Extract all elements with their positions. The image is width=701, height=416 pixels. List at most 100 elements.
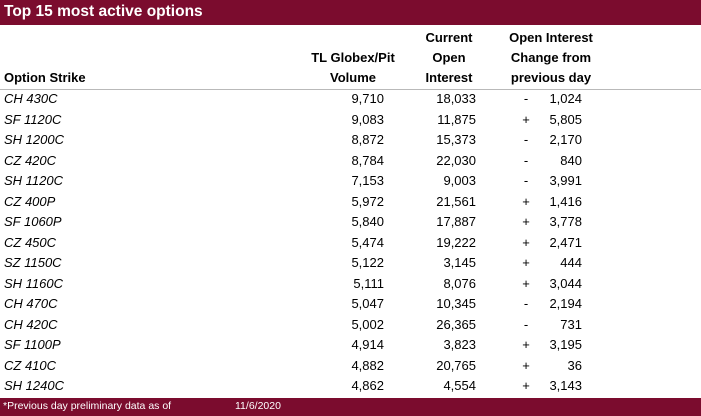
footer-bar: *Previous day preliminary data as of 11/… <box>0 398 701 416</box>
option-strike-cell: CZ 450C <box>4 234 57 250</box>
table-row: SZ 1150C 5,122 3,145 +444 <box>0 253 701 274</box>
header-oi-change-line-2: Change from <box>510 50 592 65</box>
table-row: CZ 450C 5,474 19,222 +2,471 <box>0 233 701 254</box>
change-sign: - <box>523 173 529 188</box>
volume-cell: 4,914 <box>351 337 384 352</box>
change-value-cell: 3,044 <box>549 275 582 291</box>
table-row: CZ 400P 5,972 21,561 +1,416 <box>0 192 701 213</box>
change-value-cell: 1,024 <box>549 91 582 106</box>
option-strike-cell: SH 1160C <box>4 275 64 291</box>
header-oi-change: Open Interest Change from previous day <box>490 28 612 88</box>
change-value-cell: 1,416 <box>549 193 582 209</box>
volume-cell: 5,122 <box>351 255 384 270</box>
change-value-cell: 3,991 <box>549 173 582 188</box>
volume-cell: 9,710 <box>351 91 384 106</box>
change-value-cell: 36 <box>567 357 582 373</box>
header-oi-change-line-3: previous day <box>510 70 592 85</box>
change-sign: + <box>522 214 530 229</box>
open-interest-cell: 15,373 <box>436 132 476 147</box>
open-interest-cell: 4,554 <box>443 378 476 393</box>
open-interest-cell: 8,076 <box>443 275 476 291</box>
header-divider <box>0 89 701 90</box>
option-strike-cell: CH 430C <box>4 91 58 106</box>
volume-cell: 8,784 <box>351 152 384 168</box>
change-value-cell: 5,805 <box>549 111 582 127</box>
option-strike-cell: CZ 420C <box>4 152 57 168</box>
open-interest-cell: 21,561 <box>436 193 476 209</box>
header-volume-line-1: TL Globex/Pit <box>311 50 395 65</box>
table-row: SH 1120C 7,153 9,003 - 3,991 <box>0 171 701 192</box>
option-strike-cell: SH 1240C <box>4 378 64 393</box>
change-value-cell: 840 <box>560 152 582 168</box>
volume-cell: 4,882 <box>351 357 384 373</box>
footer-note: *Previous day preliminary data as of <box>3 400 172 412</box>
change-sign: + <box>522 111 530 127</box>
volume-cell: 8,872 <box>351 132 384 147</box>
change-sign: + <box>522 234 530 250</box>
change-sign: + <box>522 357 530 373</box>
change-value-cell: 2,170 <box>549 132 582 147</box>
open-interest-cell: 20,765 <box>436 357 476 373</box>
table-title: Top 15 most active options <box>4 3 203 20</box>
change-value-cell: 444 <box>560 255 582 270</box>
open-interest-cell: 17,887 <box>436 214 476 229</box>
change-value-cell: 2,194 <box>549 296 582 311</box>
volume-cell: 5,840 <box>351 214 384 229</box>
volume-cell: 4,862 <box>351 378 384 393</box>
table-row: SH 1240C 4,862 4,554 +3,143 <box>0 376 701 397</box>
table-row: SF 1100P 4,914 3,823 +3,195 <box>0 335 701 356</box>
change-sign: - <box>523 152 529 168</box>
option-strike-cell: CZ 400P <box>4 193 56 209</box>
header-open-interest-line-2: Open <box>432 50 466 65</box>
option-strike-cell: CZ 410C <box>4 357 57 373</box>
header-open-interest-line-1: Current <box>425 30 473 45</box>
volume-cell: 5,002 <box>351 316 384 332</box>
change-value-cell: 3,143 <box>549 378 582 393</box>
open-interest-cell: 18,033 <box>436 91 476 106</box>
header-open-interest: Current Open Interest <box>404 28 494 88</box>
open-interest-cell: 3,823 <box>443 337 476 352</box>
open-interest-cell: 11,875 <box>437 111 476 127</box>
volume-cell: 5,047 <box>351 296 384 311</box>
volume-cell: 7,153 <box>351 173 384 188</box>
table-row: SH 1200C 8,872 15,373 - 2,170 <box>0 130 701 151</box>
table-row: CZ 410C 4,882 20,765 +36 <box>0 356 701 377</box>
table-row: CZ 420C 8,784 22,030 - 840 <box>0 151 701 172</box>
volume-cell: 5,474 <box>351 234 384 250</box>
change-sign: + <box>522 193 530 209</box>
option-strike-cell: CH 420C <box>4 316 58 332</box>
open-interest-cell: 26,365 <box>436 316 476 332</box>
header-oi-change-line-1: Open Interest <box>509 30 593 45</box>
change-sign: - <box>523 132 529 147</box>
option-strike-cell: SZ 1150C <box>4 255 62 270</box>
table-row: SF 1060P 5,840 17,887 +3,778 <box>0 212 701 233</box>
table-row: SF 1120C 9,083 11,875 +5,805 <box>0 110 701 131</box>
table-row: SH 1160C 5,111 8,076 +3,044 <box>0 274 701 295</box>
change-value-cell: 3,195 <box>549 337 582 352</box>
table-body: CH 430C 9,710 18,033 - 1,024 SF 1120C 9,083 11,… <box>0 89 701 397</box>
change-value-cell: 2,471 <box>549 234 582 250</box>
option-strike-cell: SH 1200C <box>4 132 64 147</box>
header-volume-line-2: Volume <box>330 70 376 85</box>
option-strike-cell: SF 1060P <box>4 214 62 229</box>
change-sign: + <box>522 255 530 270</box>
volume-cell: 5,111 <box>353 275 384 291</box>
change-sign: + <box>522 275 530 291</box>
table-row: CH 430C 9,710 18,033 - 1,024 <box>0 89 701 110</box>
volume-cell: 9,083 <box>351 111 384 127</box>
option-strike-cell: SH 1120C <box>4 173 64 188</box>
open-interest-cell: 19,222 <box>436 234 476 250</box>
change-value-cell: 731 <box>560 316 582 332</box>
open-interest-cell: 10,345 <box>436 296 476 311</box>
volume-cell: 5,972 <box>351 193 384 209</box>
change-sign: + <box>522 378 530 393</box>
change-value-cell: 3,778 <box>549 214 582 229</box>
header-option-strike: Option Strike <box>4 68 86 88</box>
change-sign: - <box>523 91 529 106</box>
title-bar: Top 15 most active options <box>0 0 701 25</box>
change-sign: - <box>523 316 529 332</box>
header-option-strike-label: Option Strike <box>4 70 86 85</box>
table-row: CH 420C 5,002 26,365 - 731 <box>0 315 701 336</box>
open-interest-cell: 3,145 <box>443 255 476 270</box>
change-sign: - <box>523 296 529 311</box>
